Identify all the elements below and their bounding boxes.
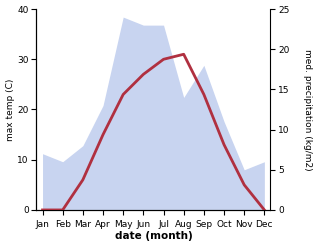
Y-axis label: med. precipitation (kg/m2): med. precipitation (kg/m2) [303, 49, 313, 170]
X-axis label: date (month): date (month) [114, 231, 192, 242]
Y-axis label: max temp (C): max temp (C) [5, 78, 15, 141]
